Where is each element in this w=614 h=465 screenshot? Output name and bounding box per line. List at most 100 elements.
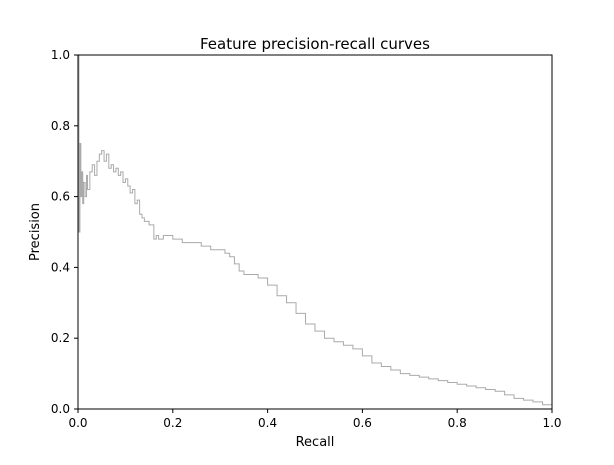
data-point [129, 192, 131, 194]
data-point [494, 390, 496, 392]
data-point [200, 245, 202, 247]
data-point [542, 404, 543, 406]
data-point [380, 366, 382, 367]
data-point [134, 203, 136, 205]
data-point [103, 160, 105, 162]
data-point [305, 323, 306, 325]
data-point [125, 178, 126, 180]
data-point [122, 182, 124, 183]
data-point [276, 295, 278, 297]
data-point [390, 369, 392, 371]
y-tick-label: 0.2 [51, 331, 70, 345]
data-point [172, 238, 174, 240]
data-point [371, 362, 373, 364]
x-axis: 0.0 0.2 0.4 0.6 0.8 1.0 [68, 409, 562, 430]
data-point [224, 252, 226, 254]
data-point [132, 189, 133, 190]
y-tick-label: 0.8 [51, 119, 70, 133]
data-point [428, 378, 430, 380]
data-point [89, 171, 91, 173]
x-tick-label: 0.6 [353, 416, 372, 430]
data-point [117, 174, 119, 176]
y-axis: 0.0 0.2 0.4 0.6 0.8 1.0 [51, 48, 78, 416]
data-point [83, 182, 85, 183]
data-point [162, 235, 164, 236]
data-point [81, 171, 83, 173]
data-point [243, 274, 245, 275]
data-point [456, 383, 458, 385]
data-point [79, 143, 81, 144]
data-point [91, 164, 93, 166]
data-point [136, 199, 138, 201]
x-tick-label: 0.8 [448, 416, 467, 430]
y-tick-label: 0.4 [51, 260, 70, 274]
data-point [80, 196, 82, 198]
data-point [437, 380, 439, 382]
x-tick-label: 0.4 [258, 416, 277, 430]
data-point [447, 382, 449, 383]
data-point [333, 341, 335, 343]
data-point [343, 344, 344, 346]
data-point [399, 373, 401, 374]
data-point [314, 330, 316, 332]
data-point [84, 196, 86, 198]
data-point [267, 284, 268, 286]
data-point [120, 171, 122, 173]
data-point [87, 189, 88, 190]
data-point [86, 174, 87, 176]
data-point [219, 249, 221, 251]
data-point [234, 263, 235, 265]
x-axis-label: Recall [296, 435, 335, 450]
y-tick-label: 0.6 [51, 190, 70, 204]
data-point [523, 399, 524, 401]
data-point [295, 313, 297, 314]
chart-title: Feature precision-recall curves [200, 35, 430, 53]
data-point [409, 374, 411, 376]
data-point [158, 238, 159, 240]
data-point [82, 203, 84, 205]
data-point [143, 220, 145, 222]
y-tick-label: 1.0 [51, 48, 70, 62]
data-point [94, 174, 95, 176]
x-tick-label: 0.2 [163, 416, 182, 430]
data-point [78, 231, 80, 233]
y-tick-label: 0.0 [51, 402, 70, 416]
data-point [475, 387, 477, 389]
data-point [210, 249, 212, 251]
y-axis-label: Precision [28, 203, 43, 261]
x-tick-label: 1.0 [542, 416, 561, 430]
data-point [113, 171, 114, 173]
plot-frame [77, 54, 553, 410]
data-point [532, 401, 534, 403]
data-point [418, 376, 420, 378]
data-point [257, 277, 259, 279]
data-point [148, 224, 150, 226]
data-point [485, 389, 487, 390]
data-point [286, 302, 287, 304]
data-point [115, 167, 117, 169]
data-point [141, 217, 143, 219]
data-point [504, 394, 505, 396]
data-point [108, 167, 110, 169]
data-point [248, 274, 250, 275]
data-point [153, 238, 155, 240]
data-point [106, 153, 107, 155]
data-point [96, 160, 98, 162]
data-point [139, 213, 141, 215]
data-point [238, 270, 240, 272]
data-point [324, 337, 325, 339]
data-point [466, 385, 468, 387]
series-line-0 [78, 54, 553, 408]
data-point [155, 235, 157, 236]
data-point [229, 256, 231, 258]
data-point [110, 164, 112, 166]
data-point [191, 242, 193, 244]
x-tick-label: 0.0 [68, 416, 87, 430]
data-point [513, 397, 515, 399]
data-point [98, 153, 100, 155]
data-point [362, 355, 363, 357]
data-point [127, 185, 129, 187]
